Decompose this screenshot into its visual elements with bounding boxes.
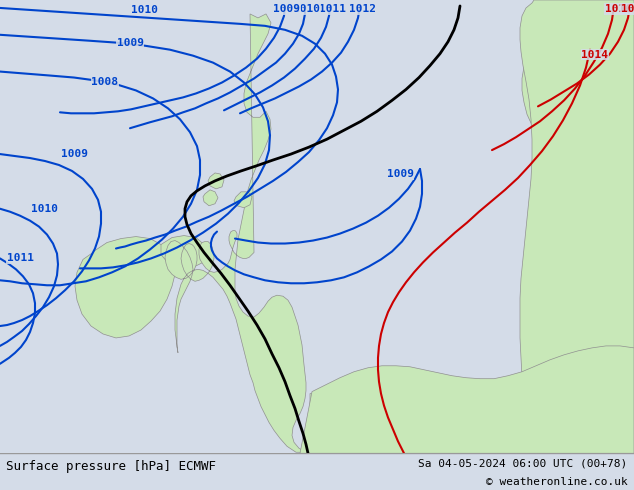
Polygon shape	[203, 190, 218, 206]
Text: 1008: 1008	[91, 77, 119, 88]
Text: 1016: 1016	[604, 4, 631, 14]
Text: 1010: 1010	[32, 204, 58, 214]
Polygon shape	[522, 0, 634, 137]
Text: 1009: 1009	[387, 169, 413, 179]
Polygon shape	[75, 237, 175, 338]
Text: 1009: 1009	[61, 149, 89, 159]
Text: 1014: 1014	[581, 49, 609, 60]
Polygon shape	[520, 0, 634, 453]
Polygon shape	[234, 192, 252, 208]
Text: 1009: 1009	[117, 38, 143, 48]
Text: 1011: 1011	[6, 253, 34, 264]
Text: 1009: 1009	[273, 4, 301, 14]
Polygon shape	[300, 346, 634, 453]
Text: 1010: 1010	[294, 4, 321, 14]
Text: 1010: 1010	[131, 5, 158, 15]
Text: Surface pressure [hPa] ECMWF: Surface pressure [hPa] ECMWF	[6, 460, 216, 473]
Polygon shape	[161, 236, 207, 270]
Text: 1012: 1012	[349, 4, 375, 14]
Polygon shape	[310, 371, 634, 453]
Polygon shape	[165, 14, 306, 452]
Text: 1017: 1017	[621, 4, 634, 14]
Text: Sa 04-05-2024 06:00 UTC (00+78): Sa 04-05-2024 06:00 UTC (00+78)	[418, 459, 628, 468]
Text: 1011: 1011	[320, 4, 347, 14]
Text: © weatheronline.co.uk: © weatheronline.co.uk	[486, 477, 628, 487]
Polygon shape	[208, 173, 224, 189]
